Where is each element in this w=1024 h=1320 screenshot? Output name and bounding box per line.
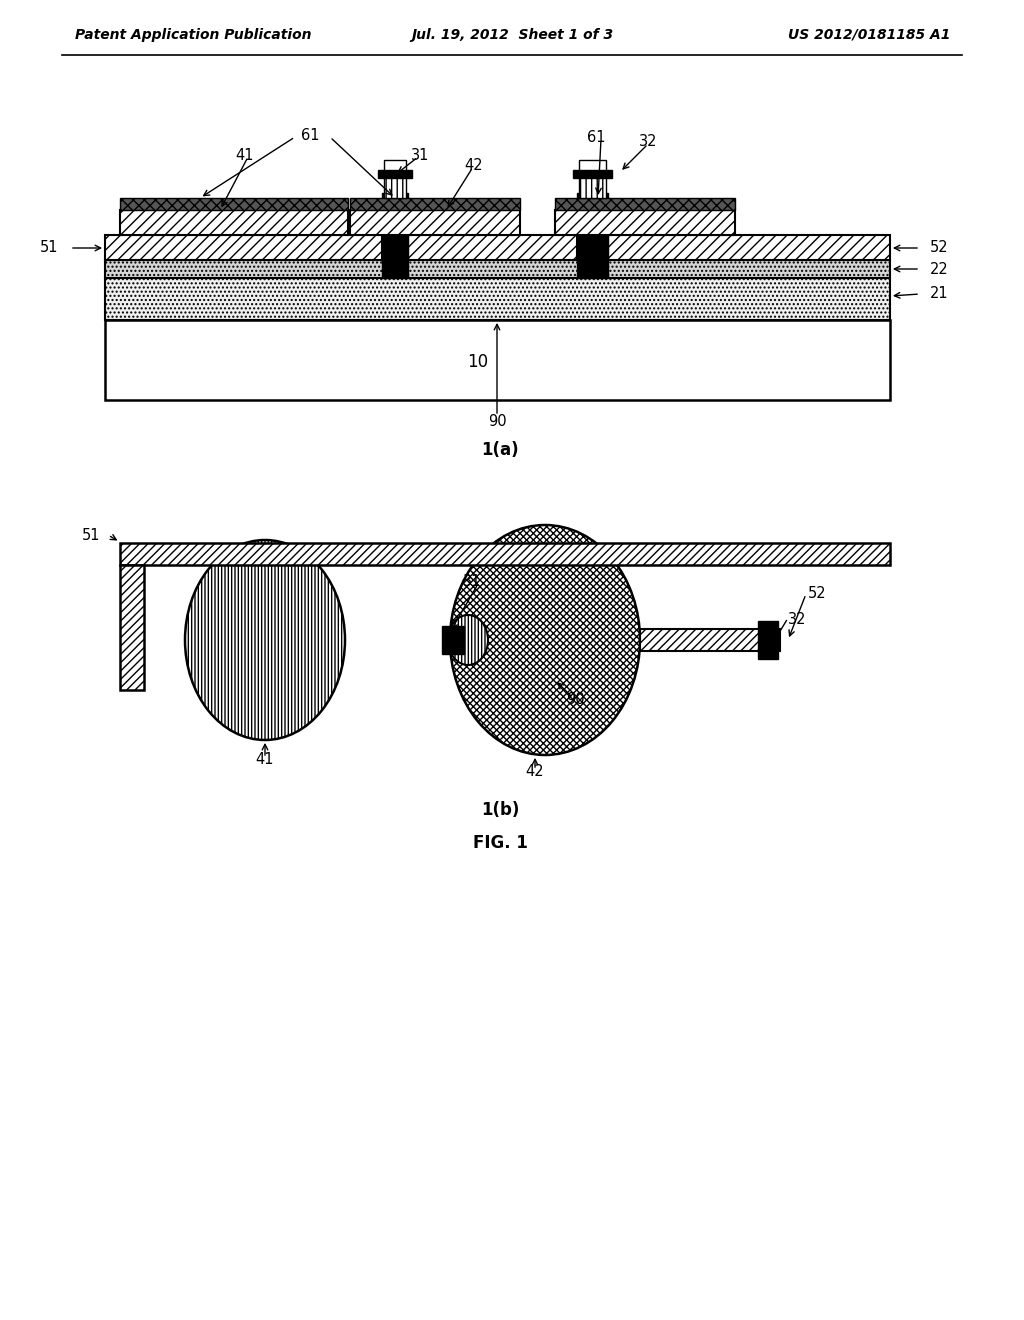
Text: 51: 51 bbox=[40, 240, 58, 256]
Bar bbox=[408, 235, 577, 260]
Text: 52: 52 bbox=[808, 586, 826, 602]
Ellipse shape bbox=[450, 525, 640, 755]
Bar bbox=[384, 160, 406, 170]
Bar bbox=[378, 170, 412, 178]
Bar bbox=[105, 279, 890, 319]
Bar bbox=[105, 319, 890, 400]
Text: US 2012/0181185 A1: US 2012/0181185 A1 bbox=[787, 28, 950, 42]
Text: 32: 32 bbox=[788, 612, 807, 627]
Text: 61: 61 bbox=[587, 129, 605, 144]
Bar bbox=[120, 210, 348, 235]
Text: 32: 32 bbox=[639, 135, 657, 149]
Text: 31: 31 bbox=[411, 148, 429, 162]
Bar bbox=[350, 198, 520, 210]
Text: FIG. 1: FIG. 1 bbox=[472, 834, 527, 851]
Text: 90: 90 bbox=[487, 414, 506, 429]
Bar bbox=[640, 630, 780, 651]
Bar bbox=[350, 210, 520, 235]
Bar bbox=[579, 172, 606, 198]
Text: 90: 90 bbox=[565, 693, 585, 708]
Ellipse shape bbox=[185, 540, 345, 741]
Bar bbox=[105, 260, 890, 279]
Text: 1(a): 1(a) bbox=[481, 441, 519, 459]
Bar bbox=[384, 172, 406, 198]
Bar bbox=[382, 193, 408, 279]
Bar bbox=[579, 160, 606, 170]
Text: 41: 41 bbox=[236, 148, 254, 162]
Text: 10: 10 bbox=[467, 352, 488, 371]
Bar bbox=[442, 626, 464, 653]
Text: 1(b): 1(b) bbox=[481, 801, 519, 818]
Text: 21: 21 bbox=[930, 286, 948, 301]
Text: Patent Application Publication: Patent Application Publication bbox=[75, 28, 311, 42]
Bar bbox=[120, 565, 144, 690]
Text: Jul. 19, 2012  Sheet 1 of 3: Jul. 19, 2012 Sheet 1 of 3 bbox=[411, 28, 613, 42]
Text: 22: 22 bbox=[930, 261, 949, 276]
Text: 31: 31 bbox=[463, 574, 481, 590]
Bar bbox=[608, 235, 890, 260]
Bar bbox=[120, 198, 348, 210]
Text: 61: 61 bbox=[301, 128, 319, 143]
Bar bbox=[555, 210, 735, 235]
Bar bbox=[758, 620, 778, 659]
Text: 41: 41 bbox=[256, 752, 274, 767]
Text: 42: 42 bbox=[465, 157, 483, 173]
Ellipse shape bbox=[449, 615, 488, 665]
Text: 52: 52 bbox=[930, 240, 948, 256]
Text: 51: 51 bbox=[82, 528, 100, 543]
Bar bbox=[555, 198, 735, 210]
Bar bbox=[573, 170, 612, 178]
Bar bbox=[577, 193, 608, 279]
Bar bbox=[105, 235, 382, 260]
Bar bbox=[120, 543, 890, 565]
Text: 42: 42 bbox=[525, 764, 545, 780]
